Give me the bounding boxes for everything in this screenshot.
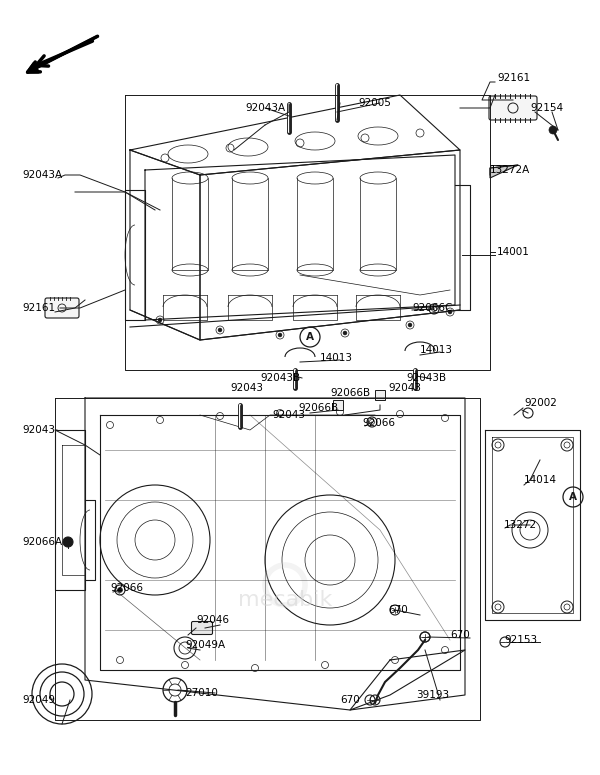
Text: 92043: 92043 bbox=[388, 383, 421, 393]
Text: 14013: 14013 bbox=[320, 353, 353, 363]
Circle shape bbox=[118, 587, 122, 593]
FancyBboxPatch shape bbox=[489, 96, 537, 120]
Text: 92043: 92043 bbox=[272, 410, 305, 420]
Circle shape bbox=[158, 318, 162, 322]
Text: 92043A: 92043A bbox=[245, 103, 285, 113]
Text: 92043: 92043 bbox=[230, 383, 263, 393]
Text: 670: 670 bbox=[340, 695, 360, 705]
Text: 92043B: 92043B bbox=[406, 373, 446, 383]
Text: 92154: 92154 bbox=[530, 103, 563, 113]
Text: 92066A: 92066A bbox=[22, 537, 62, 547]
FancyBboxPatch shape bbox=[191, 622, 212, 635]
Text: 92066B: 92066B bbox=[330, 388, 370, 398]
Text: 92161: 92161 bbox=[22, 303, 55, 313]
Bar bbox=[333, 400, 343, 410]
Text: 92153: 92153 bbox=[504, 635, 537, 645]
Text: A: A bbox=[569, 492, 577, 502]
Text: 14013: 14013 bbox=[420, 345, 453, 355]
Text: mecabik: mecabik bbox=[238, 590, 332, 610]
FancyBboxPatch shape bbox=[45, 298, 79, 318]
Text: 14001: 14001 bbox=[497, 247, 530, 257]
Circle shape bbox=[448, 310, 452, 314]
Text: 92046: 92046 bbox=[196, 615, 229, 625]
Text: 92161: 92161 bbox=[497, 73, 530, 83]
Text: 92049: 92049 bbox=[22, 695, 55, 705]
Text: 39193: 39193 bbox=[416, 690, 449, 700]
Circle shape bbox=[218, 328, 222, 332]
Circle shape bbox=[343, 331, 347, 335]
Text: 670: 670 bbox=[450, 630, 470, 640]
Text: A: A bbox=[306, 332, 314, 342]
Text: 670: 670 bbox=[388, 605, 408, 615]
Circle shape bbox=[408, 323, 412, 327]
Text: 14014: 14014 bbox=[524, 475, 557, 485]
Circle shape bbox=[549, 126, 557, 134]
Text: 13272: 13272 bbox=[504, 520, 537, 530]
Text: 92066B: 92066B bbox=[298, 403, 338, 413]
Text: 92043: 92043 bbox=[22, 425, 55, 435]
Text: 92002: 92002 bbox=[524, 398, 557, 408]
Text: 92049A: 92049A bbox=[185, 640, 225, 650]
Text: 27010: 27010 bbox=[185, 688, 218, 698]
Circle shape bbox=[63, 537, 73, 547]
Text: 92066: 92066 bbox=[110, 583, 143, 593]
Text: 92066C: 92066C bbox=[412, 303, 452, 313]
Polygon shape bbox=[490, 165, 518, 178]
Text: 92066: 92066 bbox=[362, 418, 395, 428]
Text: 92043A: 92043A bbox=[22, 170, 62, 180]
Circle shape bbox=[278, 333, 282, 337]
Text: 13272A: 13272A bbox=[490, 165, 530, 175]
Text: 92005: 92005 bbox=[358, 98, 391, 108]
Bar bbox=[375, 390, 385, 400]
Text: 92043B: 92043B bbox=[260, 373, 300, 383]
